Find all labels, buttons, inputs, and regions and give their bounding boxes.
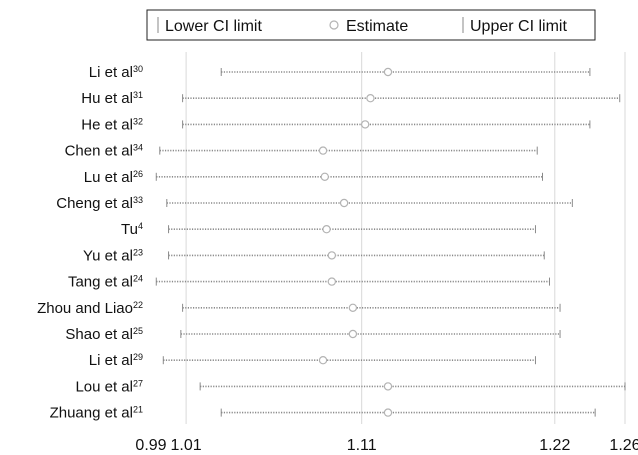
- estimate-marker: [360, 120, 370, 129]
- study-ref: 27: [133, 378, 143, 388]
- study-name: Li et al: [89, 64, 133, 81]
- study-name: Li et al: [89, 352, 133, 369]
- estimate-marker: [339, 198, 349, 208]
- study-name: Tu: [121, 221, 138, 238]
- estimate-marker: [348, 303, 358, 312]
- study-ref: 21: [133, 405, 143, 415]
- estimate-marker: [383, 408, 393, 417]
- study-label: Tang et al24: [68, 274, 143, 291]
- study-label: Tu4: [121, 221, 143, 238]
- study-name: Tang et al: [68, 274, 133, 291]
- study-name: Chen et al: [65, 143, 133, 160]
- x-tick-label: 1.22: [539, 437, 570, 454]
- study-row: [155, 172, 543, 181]
- study-row: [168, 251, 545, 260]
- study-row: [166, 198, 573, 208]
- study-name: He et al: [81, 116, 133, 133]
- study-label: Chen et al34: [65, 143, 143, 160]
- estimate-marker: [320, 172, 329, 181]
- estimate-circle-icon: [329, 20, 339, 30]
- estimate-marker: [322, 224, 331, 234]
- study-row: [162, 356, 536, 365]
- legend-label-upper: Upper CI limit: [470, 18, 567, 35]
- study-ref: 4: [138, 221, 143, 231]
- estimate-marker: [366, 93, 375, 103]
- legend-label-estimate: Estimate: [346, 18, 408, 35]
- study-label: Zhou and Liao22: [37, 300, 143, 317]
- study-ref: 33: [133, 195, 143, 205]
- study-row: [168, 224, 536, 234]
- study-ref: 29: [133, 352, 143, 362]
- study-rows: [155, 67, 626, 417]
- study-label: Cheng et al33: [56, 195, 143, 212]
- study-name: Hu et al: [81, 90, 133, 107]
- study-ref: 22: [133, 300, 143, 310]
- study-label: Yu et al23: [83, 247, 143, 264]
- study-label: Li et al30: [89, 64, 143, 81]
- legend-box: [146, 9, 596, 41]
- study-ref: 25: [133, 326, 143, 336]
- estimate-marker: [383, 67, 393, 77]
- study-ref: 26: [133, 169, 143, 179]
- study-row: [220, 67, 591, 77]
- study-ref: 34: [133, 143, 143, 153]
- study-ref: 23: [133, 247, 143, 257]
- estimate-marker: [318, 146, 328, 155]
- x-tick-label: 1.01: [171, 437, 202, 454]
- study-label: Hu et al31: [81, 90, 143, 107]
- study-label: Lu et al26: [84, 169, 143, 186]
- study-label: He et al32: [81, 116, 143, 133]
- gridlines: [185, 52, 626, 424]
- study-name: Zhou and Liao: [37, 300, 133, 317]
- study-name: Lu et al: [84, 169, 133, 186]
- x-tick-label: 0.99: [135, 437, 166, 454]
- study-row: [182, 303, 561, 312]
- study-name: Lou et al: [75, 378, 133, 395]
- estimate-marker: [348, 329, 358, 339]
- study-name: Cheng et al: [56, 195, 133, 212]
- legend: Lower CI limit Estimate Upper CI limit: [146, 9, 596, 41]
- estimate-marker: [318, 356, 328, 365]
- estimate-marker: [327, 251, 337, 260]
- x-tick-label: 1.11: [347, 437, 377, 454]
- x-tick-label: 1.26: [609, 437, 638, 454]
- study-name: Shao et al: [65, 326, 133, 343]
- study-row: [180, 329, 561, 339]
- x-axis-ticks: 0.99 1.01 1.11 1.22 1.26: [135, 437, 638, 454]
- study-row: [155, 277, 551, 286]
- study-row: [159, 146, 538, 155]
- study-name: Zhuang et al: [50, 405, 133, 422]
- study-ref: 31: [133, 90, 143, 100]
- study-ref: 30: [133, 64, 143, 74]
- study-row: [220, 408, 596, 417]
- study-row: [182, 120, 591, 129]
- study-row: [182, 93, 621, 103]
- study-name: Yu et al: [83, 247, 133, 264]
- estimate-marker: [383, 382, 393, 391]
- study-row: [199, 382, 626, 391]
- study-ref: 24: [133, 274, 143, 284]
- study-label: Zhuang et al21: [50, 405, 143, 422]
- estimate-marker: [327, 277, 337, 286]
- study-label: Li et al29: [89, 352, 143, 369]
- study-ref: 32: [133, 116, 143, 126]
- study-label: Shao et al25: [65, 326, 143, 343]
- legend-label-lower: Lower CI limit: [165, 18, 262, 35]
- study-label: Lou et al27: [75, 378, 143, 395]
